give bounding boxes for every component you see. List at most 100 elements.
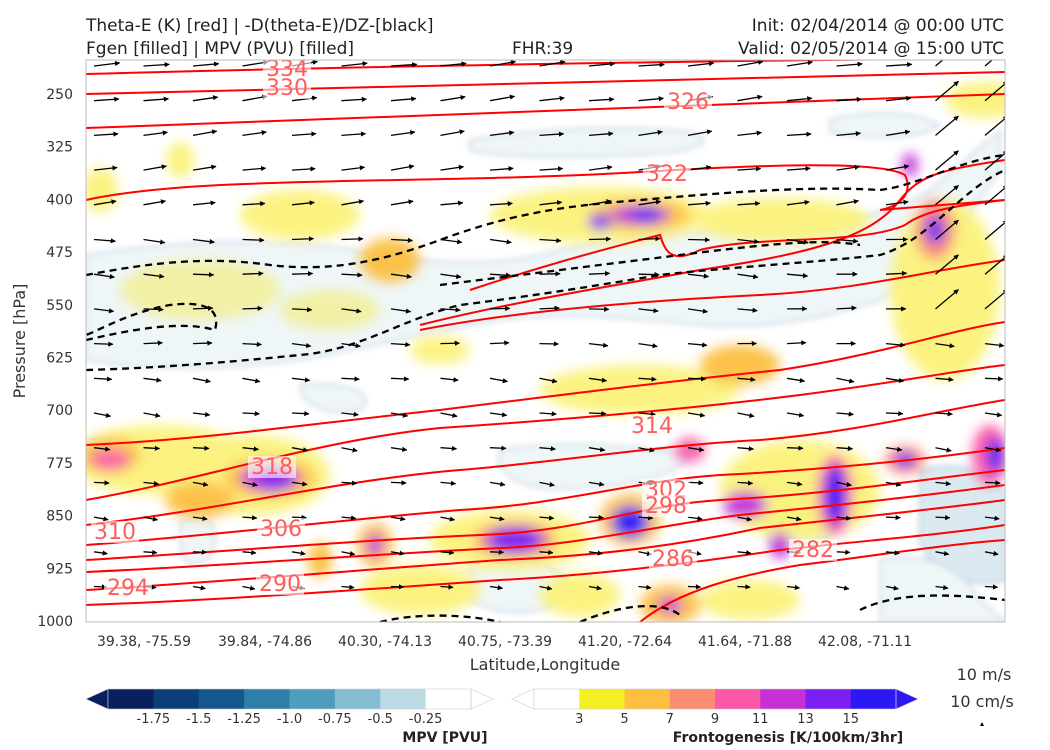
wind-arrow — [341, 236, 364, 242]
wind-arrow — [737, 480, 754, 486]
wind-arrow — [885, 342, 906, 348]
wind-arrow — [687, 412, 706, 418]
wind-arrow — [192, 95, 219, 102]
colorbar-tick-label: -0.25 — [409, 712, 443, 727]
wind-arrow — [737, 550, 752, 556]
wind-arrow — [93, 131, 119, 137]
wind-arrow — [242, 585, 256, 591]
wind-arrow — [885, 199, 909, 206]
fgen-blob — [90, 450, 130, 470]
wind-arrow — [440, 412, 458, 418]
wind-arrow — [687, 446, 705, 453]
wind-arrow — [836, 481, 852, 488]
colorbar-swatch — [805, 689, 852, 709]
wind-arrow — [192, 129, 218, 137]
wind-arrow — [885, 585, 899, 591]
wind-arrow — [489, 412, 508, 418]
wind-arrow — [737, 412, 755, 418]
x-tick-label: 40.30, -74.13 — [338, 634, 432, 650]
wind-arrow — [588, 446, 606, 453]
wind-arrow — [143, 306, 164, 313]
wind-arrow — [93, 550, 108, 556]
wind-arrow — [192, 377, 211, 384]
wind-arrow — [786, 377, 806, 384]
wind-arrow — [143, 238, 166, 245]
colorbar-swatch — [760, 689, 806, 709]
wind-arrow — [390, 480, 407, 486]
wind-arrow — [539, 549, 554, 555]
wind-legend-primary: 10 m/s — [957, 665, 1012, 684]
colorbar-swatch — [669, 689, 716, 709]
wind-arrow — [291, 550, 306, 556]
wind-arrow — [291, 95, 318, 102]
colorbar-extend-left — [85, 688, 109, 710]
wind-arrow — [489, 94, 516, 102]
theta-e-line — [419, 159, 1005, 326]
wind-arrow — [143, 549, 158, 555]
fgen-blob — [166, 142, 194, 178]
y-tick-label: 1000 — [37, 614, 73, 630]
y-tick-label: 325 — [46, 140, 73, 156]
theta-e-label-bg — [789, 539, 837, 561]
wind-arrow — [539, 166, 564, 172]
wind-arrow — [687, 480, 704, 486]
wind-arrow — [291, 342, 312, 349]
wind-arrow — [489, 481, 506, 487]
wind-arrow — [143, 340, 163, 346]
fgen-blob — [925, 216, 945, 244]
wind-arrow — [390, 62, 418, 68]
wind-arrow — [984, 412, 1003, 418]
wind-arrow — [737, 166, 762, 172]
wind-arrow — [737, 516, 753, 522]
y-axis-label: Pressure [hPa] — [10, 284, 29, 399]
wind-arrow — [836, 199, 860, 206]
wind-arrow — [341, 61, 368, 67]
mpv-colorbar: -1.75 -1.5 -1.25 -1.0 -0.75 -0.5 -0.25 — [85, 688, 494, 727]
wind-arrow — [588, 236, 612, 242]
wind-arrow — [341, 272, 363, 278]
wind-arrow — [836, 131, 862, 137]
wind-arrow — [588, 514, 604, 521]
wind-arrow — [390, 199, 414, 206]
stability-contours — [86, 153, 1005, 622]
wind-arrow — [489, 238, 512, 245]
y-tick-label: 250 — [46, 87, 73, 103]
wind-arrow — [687, 342, 708, 348]
theta-e-label-bg — [643, 163, 691, 185]
wind-arrow — [836, 305, 857, 311]
wind-arrow — [885, 270, 908, 276]
wind-arrow — [192, 305, 214, 311]
wind-arrow — [885, 95, 912, 102]
wind-arrow — [143, 199, 167, 206]
wind-arrow — [390, 341, 411, 348]
wind-arrow — [539, 446, 556, 452]
wind-arrow — [192, 549, 207, 555]
wind-arrow — [242, 165, 267, 172]
wind-arrow — [341, 376, 360, 382]
wind-arrow — [638, 62, 665, 68]
wind-arrow — [192, 481, 209, 487]
wind-arrow — [984, 254, 1005, 275]
fgen-blob — [902, 153, 918, 177]
wind-arrow — [489, 585, 503, 591]
colorbar-extend-right — [895, 688, 919, 710]
wind-arrow — [440, 307, 461, 313]
wind-arrow — [93, 341, 114, 347]
wind-arrow — [984, 550, 999, 557]
wind-arrow — [638, 236, 661, 242]
mpv-colorbar-title: MPV [PVU] — [402, 730, 487, 746]
wind-arrow — [984, 584, 999, 590]
wind-arrow — [687, 308, 709, 314]
theta-e-label: 298 — [645, 494, 687, 519]
wind-arrow — [291, 271, 314, 277]
wind-arrow — [242, 94, 268, 102]
fgen-blob — [700, 580, 800, 620]
header-valid: Valid: 02/05/2014 @ 15:00 UTC — [738, 39, 1004, 59]
wind-arrow — [687, 129, 713, 137]
wind-arrow — [935, 115, 959, 136]
theta-e-label: 330 — [266, 76, 308, 101]
fgen-blob — [945, 82, 1005, 118]
wind-arrow — [341, 308, 362, 314]
